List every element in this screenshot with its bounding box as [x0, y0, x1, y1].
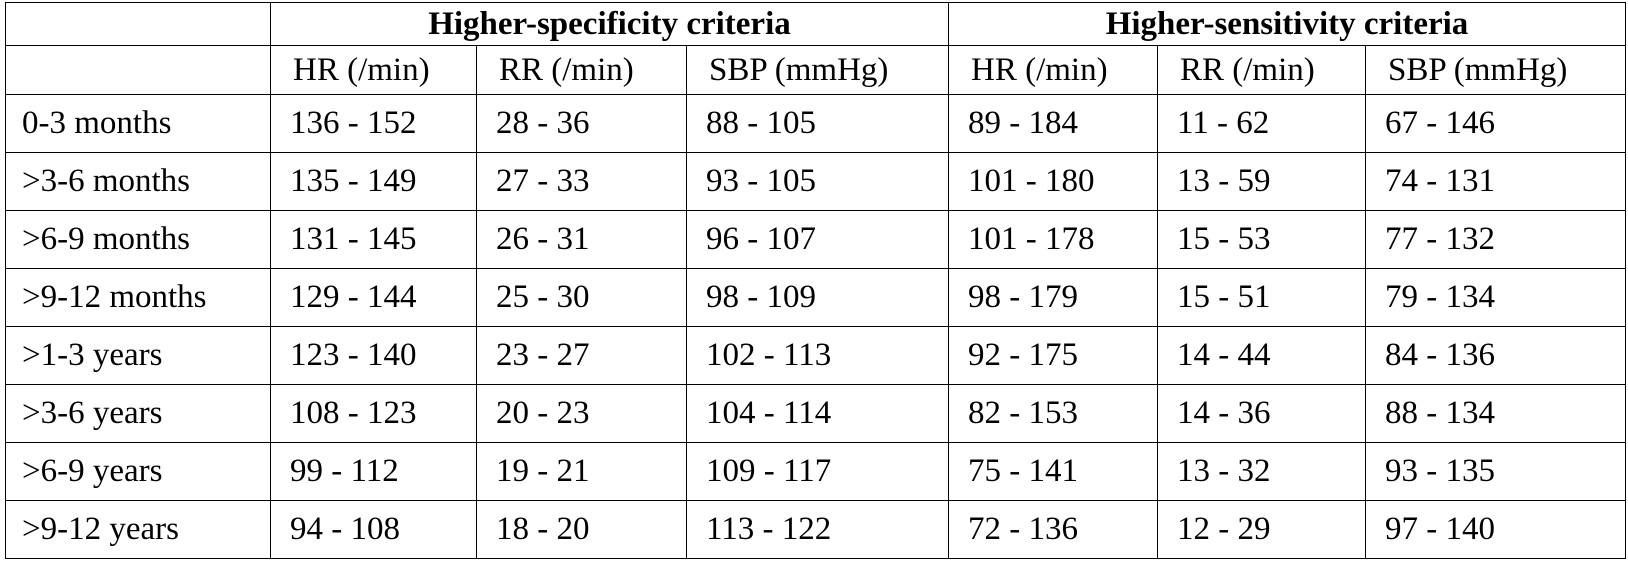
data-row: >9-12 months 129 - 144 25 - 30 98 - 109 98 -… — [5, 268, 1626, 327]
range-cell: 19 - 21 — [476, 442, 687, 501]
column-header: HR (/min) — [948, 45, 1158, 95]
range-cell: 101 - 178 — [948, 210, 1158, 269]
age-group-label: 0-3 months — [5, 94, 271, 153]
range-cell: 26 - 31 — [476, 210, 687, 269]
range-cell: 14 - 36 — [1157, 384, 1366, 443]
range-cell: 92 - 175 — [948, 326, 1158, 385]
range-cell: 89 - 184 — [948, 94, 1158, 153]
range-cell: 14 - 44 — [1157, 326, 1366, 385]
range-cell: 84 - 136 — [1365, 326, 1626, 385]
empty-corner-cell — [5, 2, 271, 46]
range-cell: 94 - 108 — [270, 500, 477, 559]
column-header: SBP (mmHg) — [1365, 45, 1626, 95]
range-cell: 18 - 20 — [476, 500, 687, 559]
range-cell: 12 - 29 — [1157, 500, 1366, 559]
table-container: Higher-specificity criteria Higher-sensit… — [5, 2, 1626, 559]
range-cell: 15 - 53 — [1157, 210, 1366, 269]
range-cell: 96 - 107 — [686, 210, 949, 269]
age-group-label: >9-12 months — [5, 268, 271, 327]
range-cell: 74 - 131 — [1365, 152, 1626, 211]
group-header: Higher-sensitivity criteria — [948, 2, 1626, 46]
column-header: RR (/min) — [476, 45, 687, 95]
range-cell: 123 - 140 — [270, 326, 477, 385]
group-header-row: Higher-specificity criteria Higher-sensit… — [5, 2, 1626, 46]
vital-signs-table: Higher-specificity criteria Higher-sensit… — [5, 2, 1626, 559]
range-cell: 102 - 113 — [686, 326, 949, 385]
range-cell: 108 - 123 — [270, 384, 477, 443]
range-cell: 104 - 114 — [686, 384, 949, 443]
range-cell: 88 - 105 — [686, 94, 949, 153]
data-row: >6-9 months 131 - 145 26 - 31 96 - 107 101 -… — [5, 210, 1626, 269]
data-row: >6-9 years 99 - 112 19 - 21 109 - 117 75 - 1… — [5, 442, 1626, 501]
range-cell: 93 - 105 — [686, 152, 949, 211]
range-cell: 97 - 140 — [1365, 500, 1626, 559]
data-row: >1-3 years 123 - 140 23 - 27 102 - 113 92 - … — [5, 326, 1626, 385]
range-cell: 82 - 153 — [948, 384, 1158, 443]
data-row: >9-12 years 94 - 108 18 - 20 113 - 122 72 - … — [5, 500, 1626, 559]
range-cell: 98 - 109 — [686, 268, 949, 327]
age-group-label: >9-12 years — [5, 500, 271, 559]
range-cell: 11 - 62 — [1157, 94, 1366, 153]
data-row: >3-6 months 135 - 149 27 - 33 93 - 105 101 -… — [5, 152, 1626, 211]
age-group-label: >3-6 months — [5, 152, 271, 211]
group-header: Higher-specificity criteria — [270, 2, 949, 46]
range-cell: 13 - 32 — [1157, 442, 1366, 501]
data-row: >3-6 years 108 - 123 20 - 23 104 - 114 82 - … — [5, 384, 1626, 443]
range-cell: 98 - 179 — [948, 268, 1158, 327]
range-cell: 135 - 149 — [270, 152, 477, 211]
range-cell: 79 - 134 — [1365, 268, 1626, 327]
range-cell: 113 - 122 — [686, 500, 949, 559]
range-cell: 72 - 136 — [948, 500, 1158, 559]
range-cell: 15 - 51 — [1157, 268, 1366, 327]
empty-corner-cell — [5, 45, 271, 95]
range-cell: 23 - 27 — [476, 326, 687, 385]
data-row: 0-3 months 136 - 152 28 - 36 88 - 105 89 - 1… — [5, 94, 1626, 153]
range-cell: 28 - 36 — [476, 94, 687, 153]
age-group-label: >3-6 years — [5, 384, 271, 443]
range-cell: 20 - 23 — [476, 384, 687, 443]
range-cell: 109 - 117 — [686, 442, 949, 501]
range-cell: 13 - 59 — [1157, 152, 1366, 211]
range-cell: 101 - 180 — [948, 152, 1158, 211]
range-cell: 67 - 146 — [1365, 94, 1626, 153]
range-cell: 27 - 33 — [476, 152, 687, 211]
column-header: HR (/min) — [270, 45, 477, 95]
age-group-label: >6-9 years — [5, 442, 271, 501]
range-cell: 99 - 112 — [270, 442, 477, 501]
column-header: SBP (mmHg) — [686, 45, 949, 95]
age-group-label: >1-3 years — [5, 326, 271, 385]
range-cell: 131 - 145 — [270, 210, 477, 269]
range-cell: 77 - 132 — [1365, 210, 1626, 269]
range-cell: 75 - 141 — [948, 442, 1158, 501]
column-header: RR (/min) — [1157, 45, 1366, 95]
range-cell: 93 - 135 — [1365, 442, 1626, 501]
range-cell: 136 - 152 — [270, 94, 477, 153]
range-cell: 129 - 144 — [270, 268, 477, 327]
range-cell: 88 - 134 — [1365, 384, 1626, 443]
range-cell: 25 - 30 — [476, 268, 687, 327]
column-header-row: HR (/min) RR (/min) SBP (mmHg) HR (/min) RR … — [5, 45, 1626, 95]
age-group-label: >6-9 months — [5, 210, 271, 269]
